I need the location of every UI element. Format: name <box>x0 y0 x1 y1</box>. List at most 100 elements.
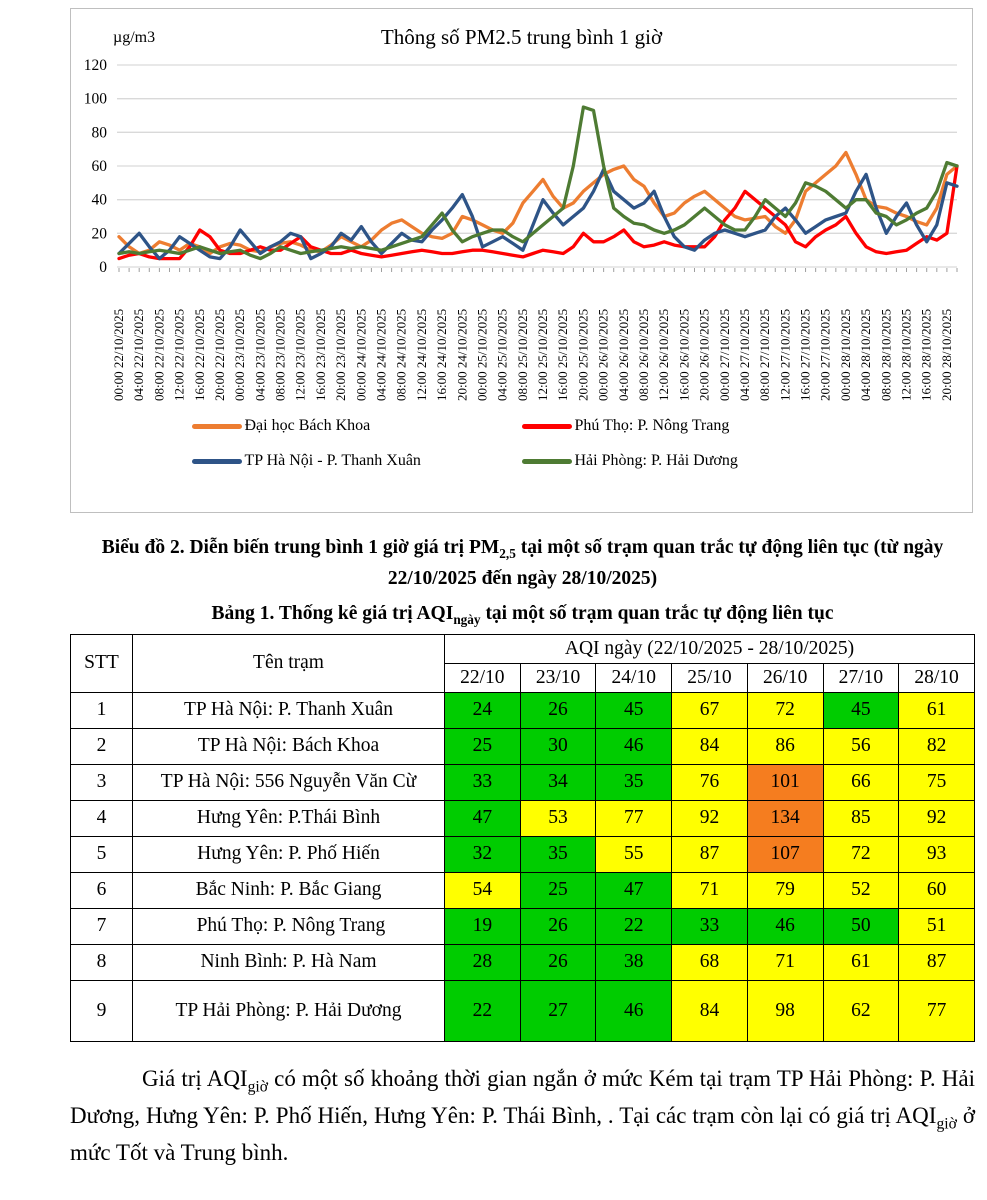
x-axis-tick-label: 20:00 26/10/2025 <box>697 309 712 401</box>
date-header: 22/10 <box>444 662 521 693</box>
legend-label: Đại học Bách Khoa <box>244 417 371 434</box>
aqi-value-cell: 51 <box>898 907 975 945</box>
aqi-value-cell: 71 <box>671 871 748 909</box>
station-cell: Hưng Yên: P.Thái Bình <box>132 799 445 837</box>
aqi-value-cell: 98 <box>746 979 824 1042</box>
aqi-value-cell: 85 <box>822 799 900 837</box>
y-axis-tick-label: 60 <box>92 158 108 175</box>
stt-cell: 2 <box>70 727 133 765</box>
x-axis-tick-label: 12:00 25/10/2025 <box>535 309 550 401</box>
aqi-value-cell: 61 <box>898 691 975 729</box>
paragraph-text: Giá trị AQI <box>142 1065 248 1091</box>
x-axis-tick-label: 00:00 27/10/2025 <box>717 309 732 401</box>
x-axis-tick-label: 00:00 26/10/2025 <box>596 309 611 401</box>
table-row: 5 Hưng Yên: P. Phố Hiến 32 35 55 87 107 72 93 <box>70 835 975 873</box>
y-axis-tick-label: 100 <box>84 91 108 108</box>
legend-swatch-icon <box>521 423 572 429</box>
aqi-value-cell: 45 <box>822 691 900 729</box>
aqi-value-cell: 92 <box>671 799 748 837</box>
legend-item: Hải Phòng: P. Hải Dương <box>521 452 852 470</box>
aqi-value-cell: 71 <box>746 943 824 981</box>
date-header: 24/10 <box>595 662 673 693</box>
aqi-value-cell: 30 <box>519 727 597 765</box>
aqi-value-cell: 56 <box>822 727 900 765</box>
stt-cell: 4 <box>70 799 133 837</box>
x-axis-tick-label: 08:00 28/10/2025 <box>878 309 893 401</box>
x-axis-tick-label: 08:00 26/10/2025 <box>636 309 651 401</box>
aqi-value-cell: 38 <box>595 943 673 981</box>
stt-cell: 1 <box>70 691 133 729</box>
table-title-text: Bảng 1. Thống kê giá trị AQI <box>211 603 454 625</box>
aqi-value-cell: 26 <box>519 691 597 729</box>
aqi-value-cell: 26 <box>519 907 597 945</box>
x-axis-tick-label: 08:00 24/10/2025 <box>394 309 409 401</box>
station-header: Tên trạm <box>132 633 445 693</box>
stt-cell: 6 <box>70 871 133 909</box>
stt-header: STT <box>70 633 133 693</box>
aqi-value-cell: 24 <box>444 691 521 729</box>
x-axis-tick-label: 20:00 22/10/2025 <box>212 309 227 401</box>
aqi-value-cell: 67 <box>671 691 748 729</box>
chart-caption-text-2: tại một số trạm quan trắc tự động liên t… <box>387 537 944 589</box>
x-axis-tick-label: 12:00 26/10/2025 <box>656 309 671 401</box>
aqi-value-cell: 60 <box>898 871 975 909</box>
x-axis-tick-label: 16:00 28/10/2025 <box>919 309 934 401</box>
table-title: Bảng 1. Thống kê giá trị AQIngày tại một… <box>70 603 975 628</box>
aqi-value-cell: 27 <box>519 979 597 1042</box>
paragraph-subscript: giờ <box>247 1078 269 1096</box>
pm25-line-chart-plot: 0 20 40 60 80 100 120 00:00 22/10/2025 04:00 22/… <box>84 57 959 401</box>
table-row: 8 Ninh Bình: P. Hà Nam 28 26 38 68 71 61 87 <box>70 943 975 981</box>
station-cell: TP Hà Nội: P. Thanh Xuân <box>132 691 445 729</box>
station-cell: Bắc Ninh: P. Bắc Giang <box>132 871 445 909</box>
aqi-value-cell: 62 <box>822 979 900 1042</box>
station-cell: Hưng Yên: P. Phố Hiến <box>132 835 445 873</box>
aqi-value-cell: 46 <box>746 907 824 945</box>
y-axis-tick-label: 120 <box>84 57 108 74</box>
x-axis-tick-label: 20:00 23/10/2025 <box>333 309 348 401</box>
table-title-subscript: ngày <box>453 611 481 627</box>
stt-cell: 7 <box>70 907 133 945</box>
aqi-value-cell: 35 <box>595 763 673 801</box>
station-cell: Ninh Bình: P. Hà Nam <box>132 943 445 981</box>
chart-caption-text: Biểu đồ 2. Diễn biến trung bình 1 giờ gi… <box>101 537 500 558</box>
legend-item: Phú Thọ: P. Nông Trang <box>521 417 852 435</box>
legend-label: TP Hà Nội - P. Thanh Xuân <box>244 452 421 469</box>
aqi-value-cell: 22 <box>444 979 521 1042</box>
table-row: 4 Hưng Yên: P.Thái Bình 47 53 77 92 134 85 92 <box>70 799 975 837</box>
aqi-value-cell: 45 <box>595 691 673 729</box>
x-axis-tick-label: 04:00 27/10/2025 <box>737 309 752 401</box>
legend-label: Hải Phòng: P. Hải Dương <box>574 452 738 469</box>
x-axis-tick-label: 20:00 27/10/2025 <box>818 309 833 401</box>
station-cell: TP Hà Nội: Bách Khoa <box>132 727 445 765</box>
aqi-value-cell: 54 <box>444 871 521 909</box>
stt-cell: 5 <box>70 835 133 873</box>
aqi-value-cell: 53 <box>519 799 597 837</box>
pm25-chart-frame: µg/m3 Thông số PM2.5 trung bình 1 giờ 0 2… <box>70 8 973 513</box>
series-line <box>117 150 959 256</box>
x-axis-tick-label: 12:00 23/10/2025 <box>293 309 308 401</box>
x-axis-tick-label: 16:00 22/10/2025 <box>192 309 207 401</box>
x-axis-tick-label: 20:00 24/10/2025 <box>454 309 469 401</box>
aqi-value-cell: 72 <box>746 691 824 729</box>
aqi-value-cell: 84 <box>671 979 748 1042</box>
aqi-value-cell: 84 <box>671 727 748 765</box>
x-axis-tick-label: 00:00 22/10/2025 <box>111 309 126 401</box>
x-axis-tick-label: 04:00 28/10/2025 <box>858 309 873 401</box>
paragraph-text-3: ở mức Tốt và Trung bình. <box>70 1102 975 1166</box>
x-axis-tick-label: 00:00 23/10/2025 <box>232 309 247 401</box>
aqi-value-cell: 79 <box>746 871 824 909</box>
legend-item: TP Hà Nội - P. Thanh Xuân <box>191 452 522 470</box>
aqi-value-cell: 87 <box>671 835 748 873</box>
table-row: 6 Bắc Ninh: P. Bắc Giang 54 25 47 71 79 52 60 <box>70 871 975 909</box>
aqi-value-cell: 25 <box>519 871 597 909</box>
aqi-value-cell: 72 <box>822 835 900 873</box>
aqi-value-cell: 26 <box>519 943 597 981</box>
aqi-value-cell: 33 <box>444 763 521 801</box>
x-axis-tick-label: 08:00 22/10/2025 <box>151 309 166 401</box>
chart-header: µg/m3 Thông số PM2.5 trung bình 1 giờ <box>71 9 972 55</box>
aqi-value-cell: 77 <box>898 979 975 1042</box>
table-title-text-2: tại một số trạm quan trắc tự động liên t… <box>480 603 834 625</box>
series-line <box>117 164 959 261</box>
paragraph-subscript-2: giờ <box>936 1115 957 1133</box>
y-axis-unit-label: µg/m3 <box>113 29 156 46</box>
